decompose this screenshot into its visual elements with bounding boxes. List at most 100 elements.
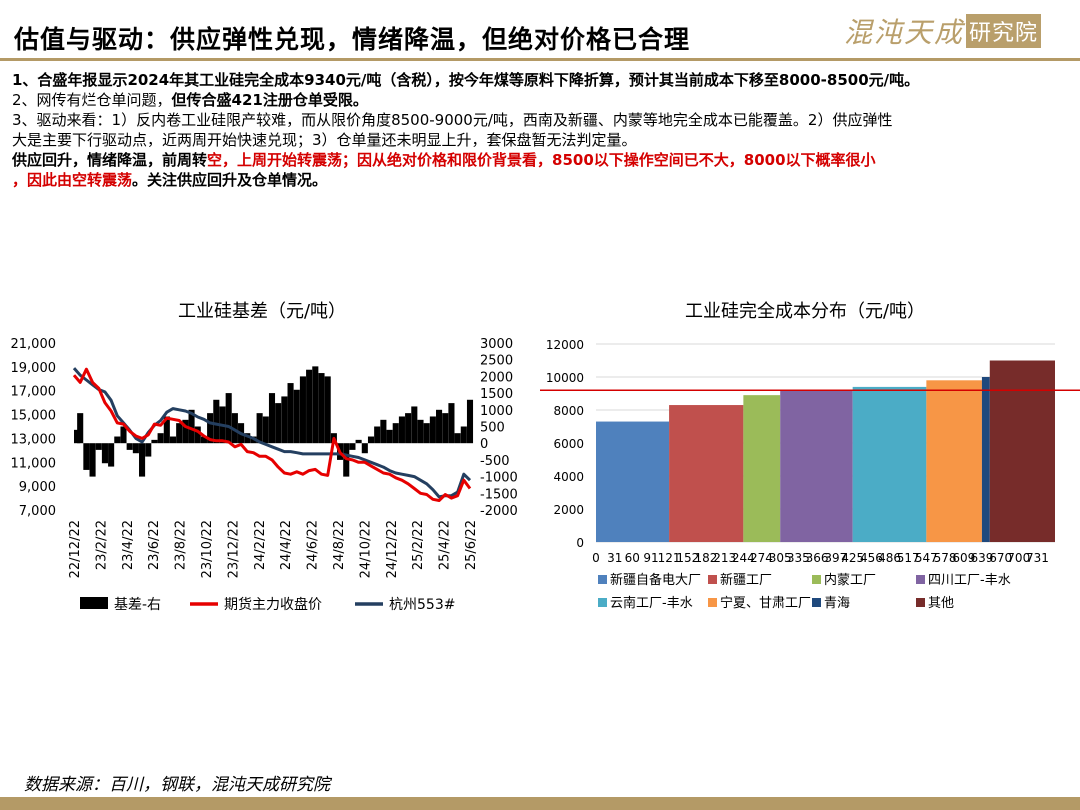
basis-bar — [268, 393, 276, 444]
y-right-tick-label: 3000 — [480, 337, 513, 352]
y-tick-label: 2000 — [553, 503, 584, 517]
x-tick-label: 0 — [592, 551, 600, 565]
basis-bar — [262, 416, 269, 444]
basis-bar — [374, 426, 381, 444]
legend-swatch — [80, 597, 108, 609]
x-tick-label: 366 — [806, 551, 829, 565]
page-title: 估值与驱动：供应弹性兑现，情绪降温，但绝对价格已合理 — [14, 25, 691, 54]
y-right-tick-label: 2500 — [480, 354, 513, 369]
basis-bar — [405, 413, 412, 444]
header-divider — [0, 58, 1080, 61]
basis-bar — [145, 443, 152, 457]
x-tick-label: 24/6/22 — [306, 520, 321, 570]
basis-bar — [460, 426, 467, 444]
basis-bar — [77, 413, 84, 444]
logo: 混沌天成 研究院 — [844, 12, 1042, 50]
cost-bar — [926, 380, 982, 542]
basis-bar — [318, 373, 325, 444]
legend-label: 四川工厂-丰水 — [928, 573, 1011, 588]
basis-bar — [231, 413, 238, 444]
basis-bar — [120, 426, 127, 444]
cost-bar — [852, 386, 927, 542]
y-tick-label: 8000 — [553, 404, 584, 418]
basis-bar — [95, 443, 102, 450]
basis-bar — [454, 433, 461, 444]
basis-bar — [367, 436, 375, 444]
series-line — [72, 367, 472, 502]
x-tick-label: 23/2/22 — [94, 520, 109, 570]
y-right-tick-label: 1500 — [480, 387, 513, 402]
legend-label: 内蒙工厂 — [824, 572, 876, 588]
x-tick-label: 731 — [1026, 551, 1049, 565]
basis-bar — [194, 426, 201, 444]
y-right-tick-label: -500 — [480, 454, 510, 469]
basis-bar — [442, 413, 449, 444]
x-tick-label: 670 — [989, 551, 1012, 565]
text-line-4: 大是主要下行驱动点，近两周开始快速兑现；3）仓单量还未明显上升，套保盘暂无法判定… — [12, 131, 637, 149]
basis-bar — [293, 389, 300, 444]
basis-bar — [157, 433, 164, 444]
x-tick-label: 24/8/22 — [332, 520, 347, 570]
basis-bar — [281, 396, 288, 444]
cost-bar — [989, 360, 1055, 542]
x-tick-label: 213 — [713, 551, 736, 565]
cost-bar — [669, 405, 744, 542]
text-line-2b: 但传合盛421注册仓单受限。 — [171, 91, 368, 109]
x-tick-label: 25/2/22 — [411, 520, 426, 570]
text-line-1: 1、合盛年报显示2024年其工业硅完全成本9340元/吨（含税），按今年煤等原料… — [12, 71, 920, 89]
basis-bar — [163, 416, 170, 444]
y-tick-label: 4000 — [553, 470, 584, 484]
basis-bar — [132, 443, 139, 454]
series-line — [72, 367, 472, 499]
chart-title: 工业硅基差（元/吨） — [178, 301, 346, 322]
basis-bar — [398, 416, 405, 444]
logo-box-text: 研究院 — [966, 14, 1042, 48]
basis-bar — [83, 443, 90, 470]
y-right-tick-label: -1000 — [480, 471, 518, 486]
text-line-6a: ，因此由空转震荡 — [12, 171, 133, 189]
x-tick-label: 639 — [970, 551, 993, 565]
basis-bar — [411, 406, 418, 444]
text-line-2a: 2、网传有烂仓单问题， — [12, 91, 172, 109]
basis-bar — [126, 443, 133, 450]
basis-bar — [299, 376, 306, 444]
commentary-text: 1、合盛年报显示2024年其工业硅完全成本9340元/吨（含税），按今年煤等原料… — [12, 70, 1068, 190]
legend-swatch — [812, 598, 821, 607]
y-right-tick-label: 1000 — [480, 404, 513, 419]
y-left-tick-label: 21,000 — [11, 337, 57, 352]
basis-bar — [256, 413, 263, 444]
x-tick-label: 25/4/22 — [438, 520, 453, 570]
basis-bar — [448, 403, 455, 444]
cost-distribution-chart: 工业硅完全成本分布（元/吨） 1200010000800060004000200… — [540, 301, 1080, 611]
x-tick-label: 23/12/22 — [226, 520, 241, 578]
basis-chart: 工业硅基差（元/吨） 21,000 19,000 17,000 15,000 13,00… — [11, 301, 518, 613]
basis-bar — [355, 439, 362, 444]
x-tick-label: 22/12/22 — [68, 520, 83, 578]
x-tick-label: 23/4/22 — [121, 520, 136, 570]
basis-bar — [349, 443, 356, 450]
x-tick-label: 244 — [732, 551, 755, 565]
x-tick-label: 31 — [607, 551, 622, 565]
cost-bar — [780, 390, 853, 542]
x-tick-label: 700 — [1007, 551, 1030, 565]
basis-bar — [101, 443, 108, 464]
x-tick-label: 305 — [769, 551, 792, 565]
basis-bar — [466, 399, 474, 444]
y-right-tick-label: -1500 — [480, 487, 518, 502]
text-line-6: ，因此由空转震荡。关注供应回升及仓单情况。 — [12, 170, 1068, 190]
y-right-tick-label: 2000 — [480, 370, 513, 385]
legend-label: 期货主力收盘价 — [224, 596, 322, 613]
x-tick-label: 24/12/22 — [385, 520, 400, 578]
x-tick-label: 578 — [934, 551, 957, 565]
basis-bar — [182, 419, 189, 444]
x-tick-label: 335 — [787, 551, 810, 565]
legend-swatch — [812, 575, 821, 584]
x-tick-label: 23/6/22 — [147, 520, 162, 570]
legend-label: 青海 — [824, 596, 850, 611]
text-line-5: 供应回升，情绪降温，前周转空，上周开始转震荡；因从绝对价格和限价背景看，8500… — [12, 150, 1068, 170]
x-tick-label: 182 — [694, 551, 717, 565]
x-tick-label: 274 — [750, 551, 773, 565]
text-line-6b: 。关注供应回升及仓单情况。 — [132, 171, 328, 189]
basis-bar — [89, 443, 96, 477]
basis-bar — [225, 393, 232, 444]
